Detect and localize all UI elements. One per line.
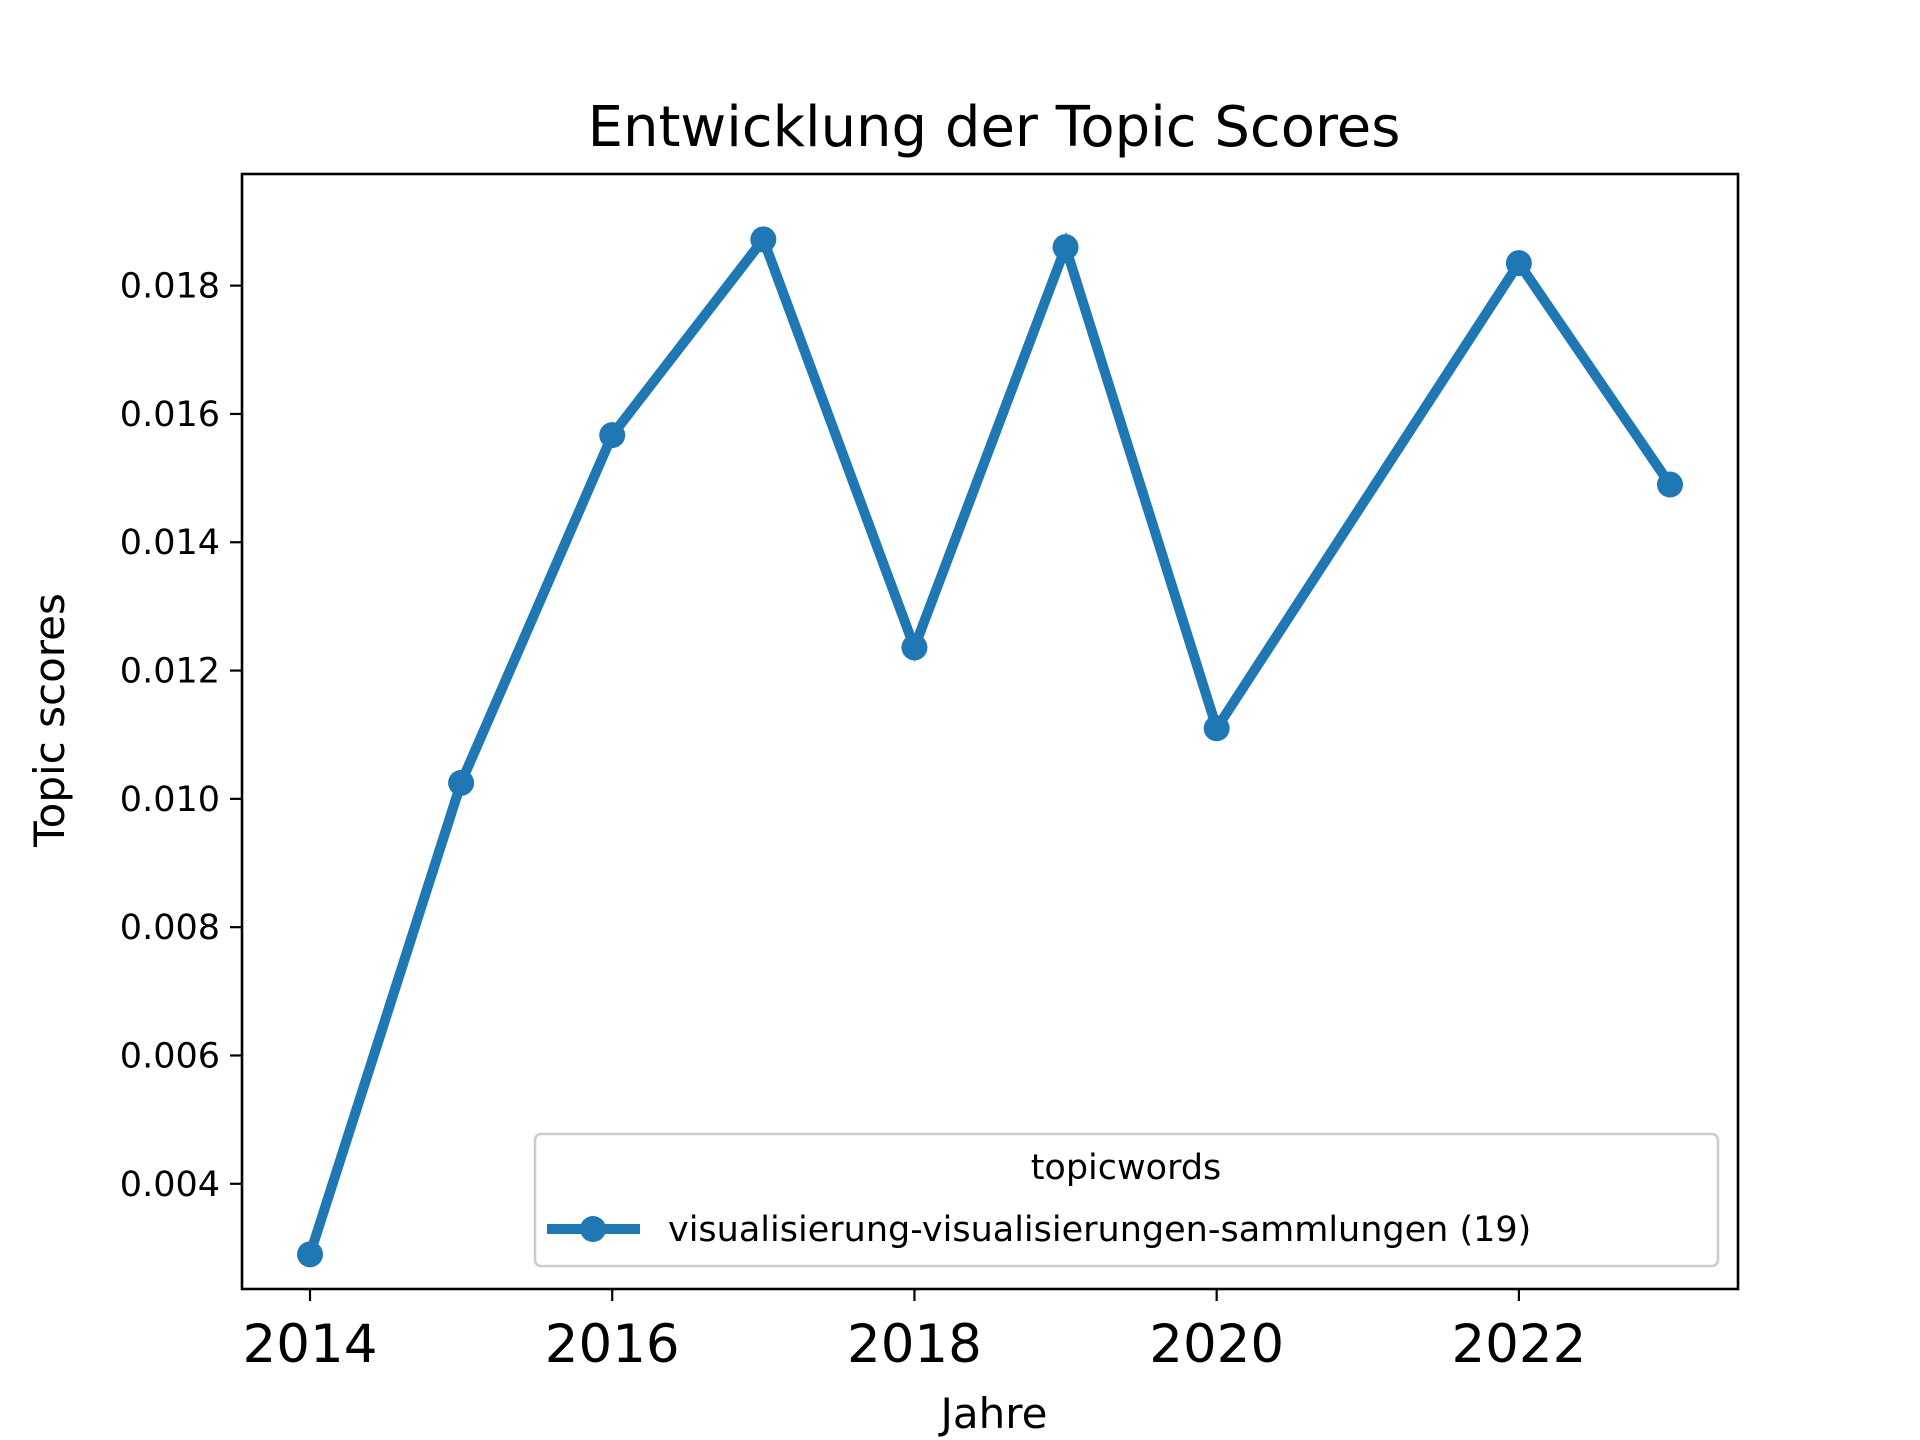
y-tick-label: 0.016 [120,395,220,435]
chart-title: Entwicklung der Topic Scores [588,95,1401,160]
y-axis-label: Topic scores [25,593,74,848]
legend-title: topicwords [1031,1148,1222,1188]
data-point [901,634,928,661]
x-tick-label: 2016 [545,1314,680,1375]
data-point [750,226,777,253]
x-axis: 2014 2016 2018 2020 2022 [243,1289,1586,1375]
plot-area [240,172,1740,1291]
legend-label: visualisierung-visualisierungen-sammlung… [668,1210,1531,1250]
y-tick-label: 0.008 [120,908,220,948]
y-tick-label: 0.006 [120,1036,220,1076]
data-point [448,769,475,796]
y-tick-label: 0.012 [120,652,220,692]
x-tick-label: 2020 [1149,1314,1284,1375]
y-tick-label: 0.004 [120,1165,220,1205]
legend-box [533,1132,1720,1268]
data-point [599,422,626,449]
y-tick-label: 0.010 [120,780,220,820]
series-group [297,226,1683,1268]
data-point [297,1241,323,1268]
axes-frame [240,172,1740,1291]
x-tick-label: 2022 [1451,1314,1586,1375]
y-axis: 0.004 0.006 0.008 0.010 0.012 0.014 0.016 0.018 [120,267,242,1205]
legend: topicwords visualisierung-visualisierung… [533,1132,1720,1268]
data-point [1203,715,1230,742]
x-tick-label: 2018 [847,1314,982,1375]
data-point [1505,250,1532,277]
data-point [1657,471,1683,498]
data-point [1052,234,1079,261]
series-line [305,229,1675,1256]
y-tick-label: 0.018 [120,267,220,307]
x-tick-label: 2014 [243,1314,378,1375]
y-tick-label: 0.014 [120,523,220,563]
legend-marker-swatch [580,1216,606,1242]
x-axis-label: Jahre [938,1389,1048,1438]
